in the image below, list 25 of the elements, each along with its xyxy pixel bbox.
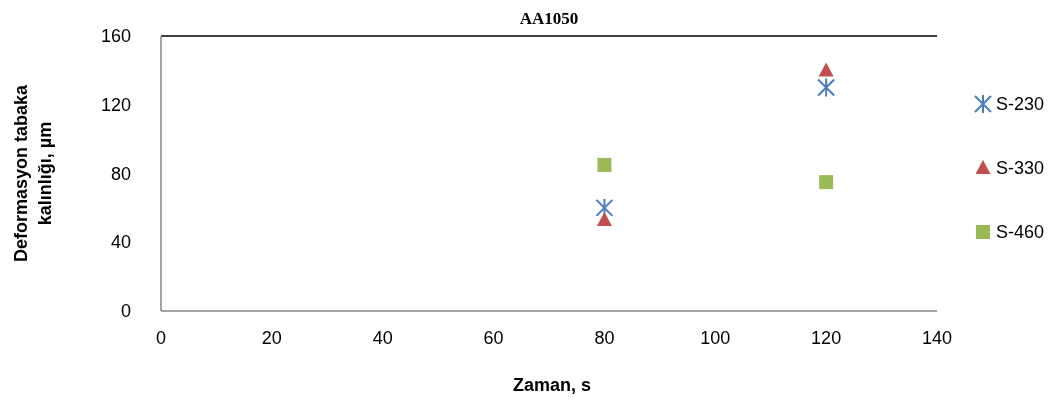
x-tick-label: 40	[372, 328, 393, 348]
chart-title: AA1050	[519, 9, 579, 28]
x-tick-label: 100	[700, 328, 731, 348]
point	[597, 157, 612, 172]
legend-label: S-460	[996, 222, 1045, 242]
x-tick-label: 20	[261, 328, 282, 348]
legend-label: S-230	[996, 94, 1045, 114]
y-tick-label: 40	[110, 232, 131, 253]
x-tick-label: 80	[594, 328, 615, 348]
x-tick-label: 120	[811, 328, 842, 348]
x-tick-label: 60	[483, 328, 504, 348]
point	[595, 197, 614, 218]
point	[596, 211, 612, 226]
y-axis-title: Deformasyon tabaka kalınlığı, µm	[11, 83, 55, 263]
point	[819, 175, 834, 190]
x-tick-label: 0	[155, 328, 167, 348]
x-axis-title: Zaman, s	[512, 375, 592, 395]
y-tick-label: 120	[100, 94, 131, 115]
y-tick-label: 0	[120, 301, 131, 321]
y-tick-label: 80	[110, 163, 131, 184]
x-tick-label: 140	[921, 328, 953, 348]
legend-label: S-330	[996, 158, 1045, 178]
point	[817, 77, 836, 98]
y-tick-label: 160	[100, 26, 131, 46]
point	[818, 62, 834, 77]
